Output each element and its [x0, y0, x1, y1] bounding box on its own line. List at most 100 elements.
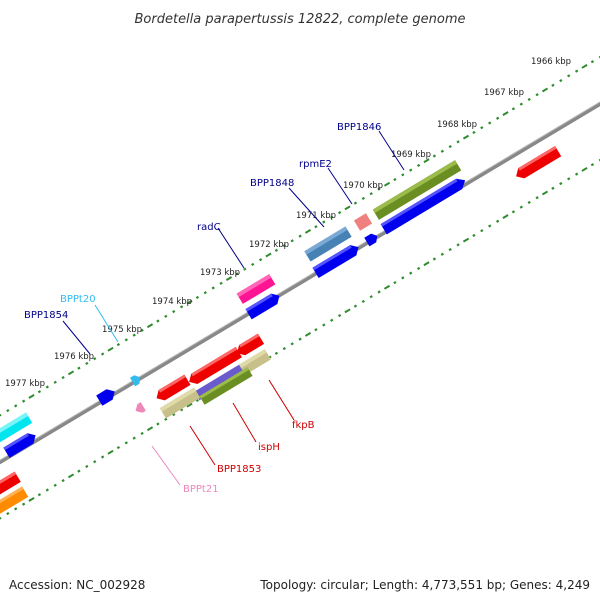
lower-tick: [195, 398, 200, 403]
lower-tick: [116, 445, 121, 450]
upper-tick: [423, 158, 430, 164]
lower-tick: [535, 196, 539, 200]
tick-label-1976: 1976 kbp: [54, 352, 94, 362]
lower-tick: [186, 402, 193, 408]
tick-label-1974: 1974 kbp: [152, 297, 192, 307]
upper-tick: [383, 181, 391, 187]
gene-cyan-left[interactable]: [0, 412, 33, 444]
gene-rpme2[interactable]: [353, 213, 373, 231]
upper-tick: [322, 220, 326, 224]
upper-tick: [195, 295, 200, 300]
upper-tick: [337, 210, 342, 215]
gene-forward-left[interactable]: [3, 430, 38, 458]
upper-tick: [377, 187, 381, 191]
tick-label-1975: 1975 kbp: [102, 325, 142, 335]
upper-tick: [186, 299, 193, 305]
tick-label-1970: 1970 kbp: [343, 181, 383, 191]
upper-tick: [251, 262, 255, 267]
gene-forward-2[interactable]: [364, 232, 379, 247]
lower-tick: [495, 219, 500, 223]
callout-line-bpp1853: [189, 425, 216, 466]
gene-forward-1[interactable]: [380, 175, 469, 235]
genome-backbone: [0, 101, 600, 465]
callout-line-rpme2: [327, 167, 353, 205]
gene-forward-3[interactable]: [312, 242, 361, 279]
upper-tick: [77, 366, 81, 370]
lower-tick: [0, 516, 2, 520]
upper-tick: [393, 177, 397, 182]
upper-tick: [0, 413, 2, 417]
gene-label-bppt21: BPPt21: [183, 484, 219, 495]
lower-tick: [567, 177, 571, 181]
gene-bpp1854[interactable]: [96, 386, 118, 406]
upper-tick: [353, 201, 358, 205]
upper-tick: [282, 243, 286, 248]
gene-bpp1846[interactable]: [372, 160, 462, 220]
gene-label-bpp1848: BPP1848: [250, 178, 294, 189]
gene-orange-left[interactable]: [0, 486, 29, 518]
lower-tick: [61, 478, 65, 483]
lower-tick: [37, 493, 42, 497]
lower-tick: [6, 511, 10, 516]
lower-tick: [383, 284, 391, 290]
lower-tick: [28, 497, 35, 502]
upper-tick: [304, 229, 312, 234]
gene-reverse-left[interactable]: [0, 471, 21, 499]
gene-isph[interactable]: [194, 363, 246, 401]
lower-tick: [541, 190, 549, 196]
upper-tick: [53, 380, 57, 384]
lower-tick: [132, 436, 136, 440]
gene-forward-4[interactable]: [245, 291, 282, 320]
lower-tick: [448, 247, 452, 252]
upper-tick: [462, 134, 470, 140]
callout-line-radc: [217, 227, 245, 269]
upper-tick: [559, 78, 563, 83]
upper-tick: [6, 408, 10, 413]
tick-label-1971: 1971 kbp: [296, 211, 336, 221]
upper-tick-track: [0, 55, 600, 417]
upper-tick: [290, 239, 294, 243]
lower-tick: [559, 181, 563, 186]
lower-tick: [416, 266, 421, 270]
gene-reverse-4[interactable]: [234, 333, 265, 359]
lower-tick: [551, 186, 555, 190]
lower-tick: [146, 426, 154, 432]
lower-tick: [77, 469, 81, 473]
gene-label-rpme2: rpmE2: [299, 159, 332, 170]
upper-tick: [14, 404, 18, 408]
upper-tick: [146, 323, 154, 329]
gene-bpp1853[interactable]: [199, 367, 253, 405]
gene-bppt20[interactable]: [129, 373, 143, 387]
gene-reverse-2[interactable]: [153, 374, 191, 404]
lower-tick: [423, 261, 430, 267]
lower-tick: [14, 507, 18, 511]
upper-tick: [432, 154, 437, 158]
upper-tick: [440, 149, 444, 153]
gene-reverse-1[interactable]: [513, 145, 562, 182]
upper-tick: [535, 93, 539, 97]
callout-line-bpp1846: [378, 130, 405, 171]
lower-tick: [274, 351, 279, 355]
lower-tick: [156, 422, 160, 426]
topology-text: Topology: circular; Length: 4,773,551 bp…: [260, 578, 590, 592]
lower-tick: [432, 257, 437, 261]
lower-tick: [67, 473, 75, 479]
upper-tick: [37, 390, 42, 394]
callout-line-fkpb: [268, 379, 295, 421]
gene-bpp1848[interactable]: [304, 226, 352, 262]
upper-tick: [172, 309, 176, 314]
upper-tick: [85, 361, 89, 366]
lower-tick: [393, 280, 397, 285]
gene-radc[interactable]: [236, 274, 276, 304]
lower-tick: [502, 214, 509, 219]
gene-label-radc: radC: [197, 222, 221, 233]
gene-bppt21[interactable]: [133, 402, 146, 415]
lower-tick: [172, 412, 176, 417]
upper-tick: [401, 173, 405, 177]
lower-tick: [53, 483, 57, 487]
gene-khaki[interactable]: [159, 387, 201, 419]
gene-reverse-3[interactable]: [186, 346, 242, 387]
lower-tick: [581, 167, 588, 172]
lower-tick: [282, 346, 286, 351]
upper-tick: [124, 338, 128, 342]
